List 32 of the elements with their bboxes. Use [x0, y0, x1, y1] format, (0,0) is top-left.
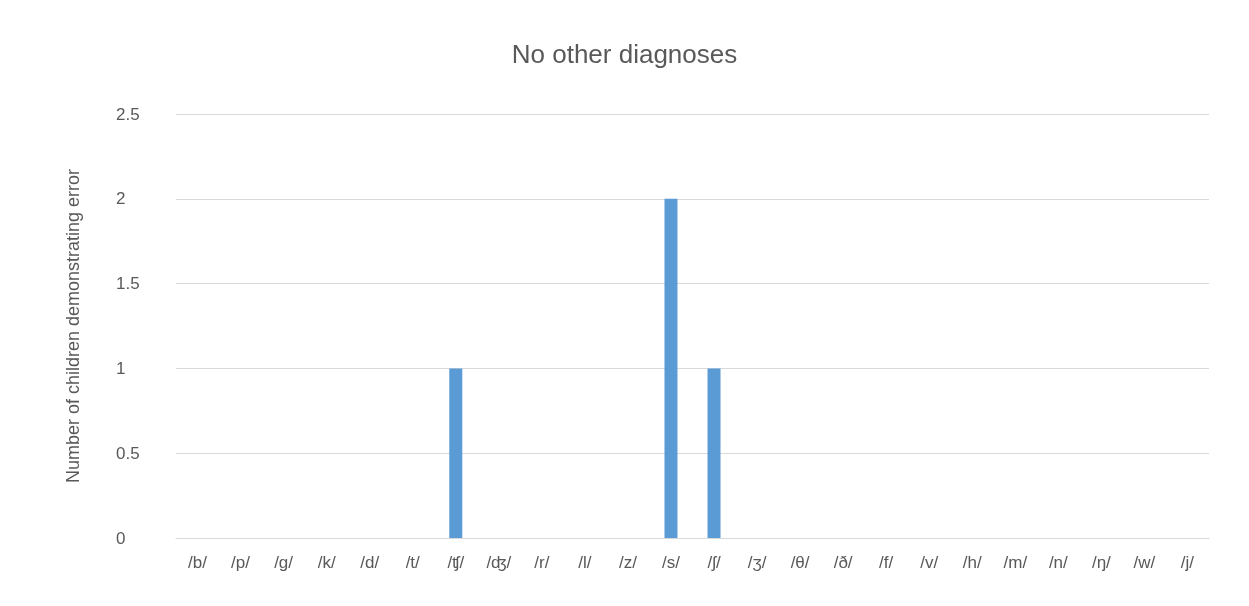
y-tick-label: 0.5 [116, 443, 140, 463]
x-tick-label: /ð/ [833, 553, 853, 572]
x-tick-label: /g/ [274, 553, 294, 572]
y-tick-label: 2 [116, 189, 126, 209]
y-tick-label: 1.5 [116, 274, 140, 294]
x-tick-label: /j/ [1180, 553, 1195, 572]
x-tick-label: /ʃ/ [707, 553, 721, 572]
chart-title: No other diagnoses [511, 39, 738, 69]
y-tick-label: 0 [116, 528, 126, 548]
x-tick-label: /l/ [578, 553, 592, 572]
x-tick-label: /s/ [662, 553, 681, 572]
x-tick-label: /v/ [920, 553, 939, 572]
x-tick-label: /w/ [1133, 553, 1156, 572]
x-tick-label: /p/ [231, 553, 251, 572]
x-tick-label: /ŋ/ [1091, 553, 1112, 572]
x-tick-label: /b/ [188, 553, 208, 572]
x-tick-label: /f/ [879, 553, 894, 572]
y-tick-label: 1 [116, 358, 126, 378]
y-tick-label: 2.5 [116, 104, 140, 124]
x-tick-label: /z/ [618, 553, 638, 572]
x-tick-label: /m/ [1003, 553, 1028, 572]
x-tick-label: /d/ [360, 553, 380, 572]
x-tick-label: /n/ [1048, 553, 1069, 572]
x-tick-label: /r/ [534, 553, 550, 572]
x-tick-label: /t/ [405, 553, 421, 572]
x-tick-label: /ʤ/ [486, 553, 512, 572]
x-tick-label: /ʧ/ [447, 553, 465, 572]
y-axis-title: Number of children demonstrating error [63, 168, 83, 484]
x-tick-label: /θ/ [790, 553, 810, 572]
x-tick-label: /h/ [962, 553, 982, 572]
x-tick-label: /k/ [317, 553, 336, 572]
x-tick-label: /ʒ/ [747, 553, 767, 572]
